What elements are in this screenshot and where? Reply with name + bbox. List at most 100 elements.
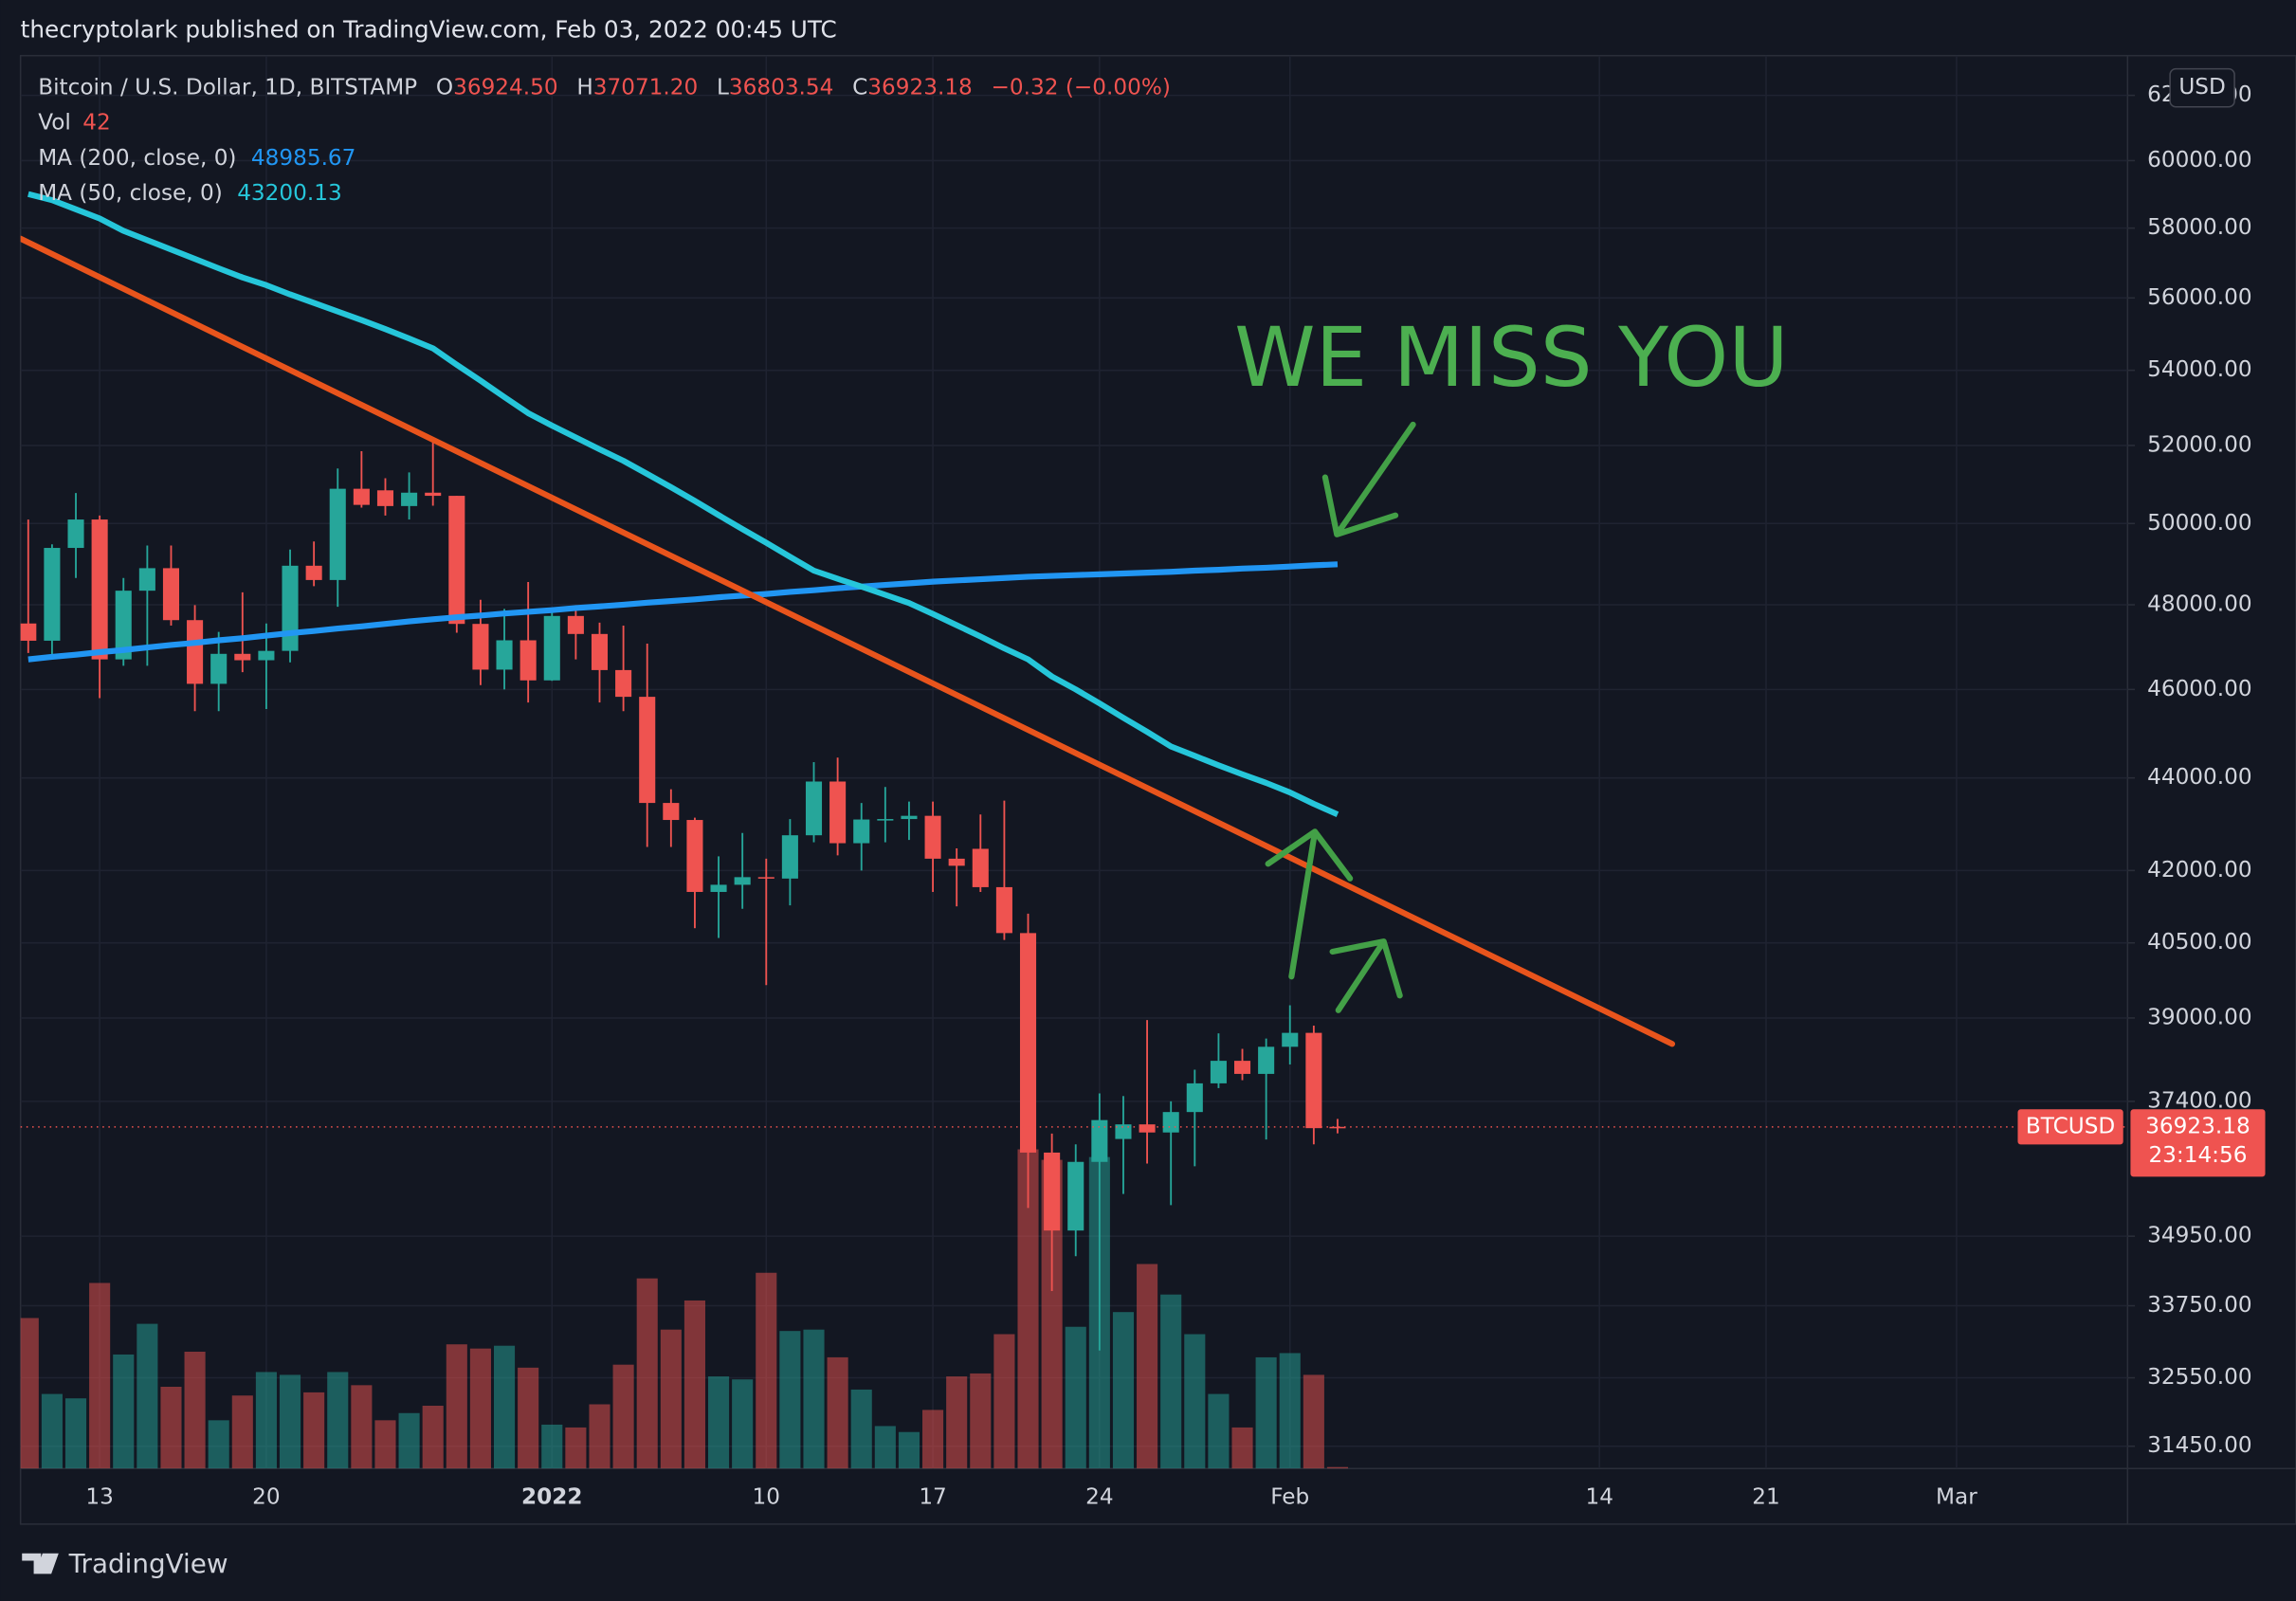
ma-value: 48985.67 [251,145,356,170]
candle-body [519,640,537,681]
candle-body [1091,1119,1108,1162]
last-price-box [2130,1109,2266,1177]
candle-body [1115,1124,1132,1139]
candle-body [1282,1032,1299,1047]
currency-box[interactable] [2169,67,2235,108]
candle-body [995,886,1012,934]
volume-bar [756,1272,777,1469]
volume-bar [898,1431,920,1469]
x-tick-label: 14 [1585,1485,1613,1510]
volume-bar [589,1404,610,1469]
candle-body [1305,1032,1322,1129]
volume-bar [732,1379,754,1469]
volume-bar [803,1329,825,1469]
candle-body [1044,1152,1061,1231]
volume-bar [946,1376,968,1469]
candle-body [258,650,275,661]
legend-key: L [717,75,729,100]
arrow [1321,421,1416,537]
candle-body [948,858,965,866]
candle-body [67,519,84,549]
candle-body [305,565,322,580]
y-tick-label: 39000.00 [2147,1005,2252,1029]
volume-bar [683,1300,705,1469]
volume-bar [1137,1264,1158,1469]
y-tick-label: 48000.00 [2147,591,2252,616]
candle-body [91,519,108,660]
currency-button[interactable]: USD [2169,67,2235,108]
x-tick-label: 17 [919,1485,946,1510]
candle-body [639,697,656,804]
candle-body [877,819,894,821]
volume-bar [708,1376,730,1469]
x-tick-label: Feb [1270,1485,1309,1510]
volume-bar [137,1323,158,1469]
candle-body [44,548,61,641]
candle-body [734,877,751,885]
volume-bar [1326,1466,1349,1469]
trend-line [20,235,1676,1047]
volume-bar [1279,1353,1301,1469]
moving-average-line [27,561,1339,663]
candle-body [757,877,774,879]
y-tick-label: 33750.00 [2147,1293,2252,1318]
brand-logo [22,1553,59,1574]
candle-body [1186,1082,1203,1113]
symbol-tag [2017,1109,2123,1145]
volume-bar [541,1424,563,1469]
volume-bar [279,1374,301,1469]
legend-key: C [852,75,867,100]
legend-ma: MA (200, close, 0) 48985.67 [38,145,355,170]
volume-bar [64,1398,87,1469]
candle-body [472,624,489,670]
volume-bar [565,1427,587,1469]
y-tick-label: 58000.00 [2147,215,2252,240]
moving-average-line [27,191,1339,818]
candle-body [710,884,727,892]
volume-bar [660,1329,682,1469]
x-tick-label: 20 [252,1485,280,1510]
volume-bar [113,1354,135,1469]
volume-bar [1208,1393,1230,1469]
volume-bar [184,1351,206,1469]
candle-body [376,490,394,506]
volume-bar [469,1348,491,1469]
volume-bar [231,1395,253,1469]
volume-bar [779,1331,801,1469]
y-tick-label: 52000.00 [2147,432,2252,457]
candle-body [496,640,513,670]
volume-bar [1255,1356,1277,1469]
y-tick-label: 54000.00 [2147,357,2252,382]
currency-label[interactable]: USD [2178,75,2225,100]
annotation: WE MISS YOU [1234,311,1789,406]
candle-body [1019,933,1037,1153]
volume-bar [850,1389,872,1469]
volume-bar [874,1426,896,1469]
moving-averages [27,191,1339,818]
candle-body [425,492,442,497]
candle-body [448,496,465,625]
arrow [1329,938,1403,1013]
volume-bar [1184,1334,1206,1469]
volume-bar [636,1278,658,1469]
volume-bar [446,1344,467,1469]
symbol-tag-label: BTCUSD [2026,1114,2115,1138]
volume-bar [993,1334,1015,1469]
candle-body [781,835,798,879]
volume-bar [612,1364,634,1469]
ma-name: MA (50, close, 0) [38,180,223,205]
legend: Bitcoin / U.S. Dollar, 1D, BITSTAMP O369… [38,75,1171,205]
volume-bar [1303,1374,1324,1469]
candle-body [282,565,299,651]
y-tick-label: 44000.00 [2147,765,2252,790]
volume-bar [518,1367,539,1469]
legend-change: −0.32 (−0.00%) [992,75,1171,100]
volume-pane [20,1149,1349,1469]
candle-body [1210,1061,1227,1083]
candle-body [686,820,703,892]
candle-body [1329,1126,1346,1129]
volume-bar [922,1410,944,1469]
arrow [1265,828,1354,980]
legend-value: 36924.50 [453,75,557,100]
ma-value: 43200.13 [237,180,341,205]
